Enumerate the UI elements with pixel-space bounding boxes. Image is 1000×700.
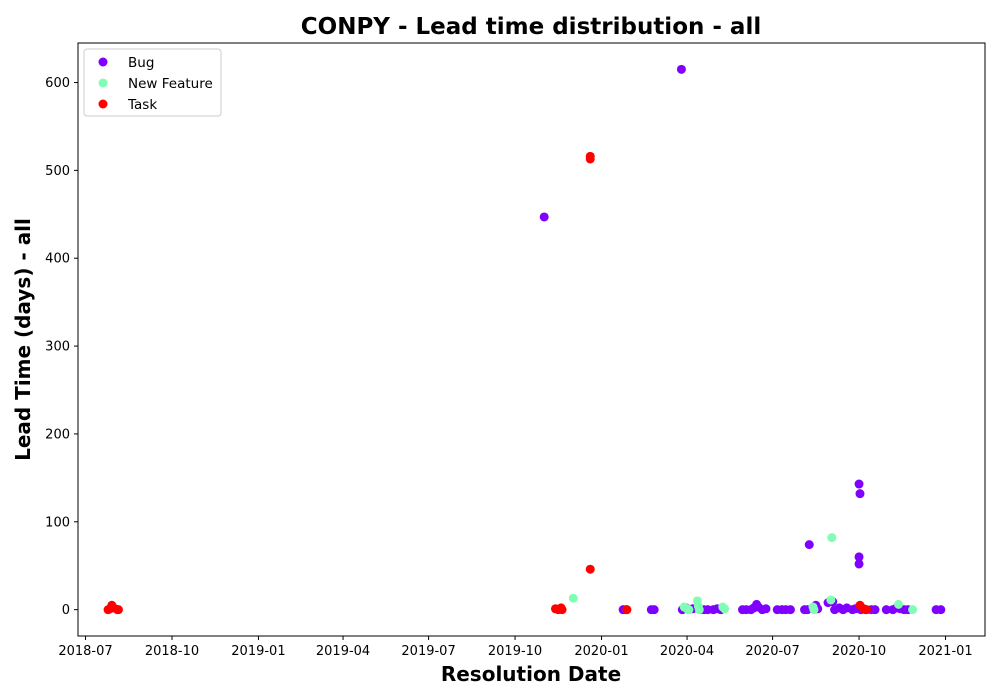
data-point-task	[862, 605, 872, 615]
x-tick-label: 2019-07	[401, 644, 455, 659]
series-new-feature	[568, 533, 918, 615]
data-point-new-feature	[568, 593, 578, 603]
y-tick-label: 200	[45, 427, 70, 442]
axes: 2018-07 2018-10 2019-01 2019-04 2019-07 2019-…	[45, 76, 973, 659]
data-point-bug	[539, 212, 549, 222]
legend-marker	[98, 57, 108, 67]
data-point-bug	[870, 605, 880, 615]
legend: Bug New Feature Task	[83, 48, 222, 117]
plot-area	[103, 64, 946, 615]
data-point-new-feature	[684, 605, 694, 615]
data-point-bug	[804, 540, 814, 550]
data-point-task	[585, 564, 595, 574]
data-point-new-feature	[827, 533, 837, 543]
data-point-bug	[676, 64, 686, 74]
x-tick-label: 2020-07	[745, 644, 799, 659]
series-task	[103, 151, 872, 615]
chart-title: CONPY - Lead time distribution - all	[301, 14, 761, 40]
legend-marker	[98, 78, 108, 88]
y-tick-label: 600	[45, 76, 70, 91]
x-tick-label: 2020-01	[574, 644, 628, 659]
y-tick-label: 400	[45, 252, 70, 267]
data-point-new-feature	[720, 604, 730, 614]
data-point-task	[557, 605, 567, 615]
data-point-bug	[649, 605, 659, 615]
legend-label: Task	[127, 97, 157, 113]
x-tick-label: 2019-01	[231, 644, 285, 659]
data-point-new-feature	[826, 595, 836, 605]
legend-label: Bug	[128, 55, 154, 71]
plot-frame	[77, 42, 986, 637]
legend-marker	[98, 99, 108, 109]
data-point-new-feature	[694, 605, 704, 615]
y-tick-label: 500	[45, 164, 70, 179]
data-point-task	[113, 605, 123, 615]
y-tick-label: 300	[45, 340, 70, 355]
data-point-bug	[854, 552, 864, 562]
data-point-bug	[761, 604, 771, 614]
x-axis-title: Resolution Date	[441, 662, 621, 686]
y-tick-label: 0	[62, 603, 70, 618]
data-point-task	[622, 605, 632, 615]
x-tick-label: 2020-04	[660, 644, 714, 659]
legend-label: New Feature	[128, 76, 213, 92]
x-tick-label: 2020-10	[832, 644, 886, 659]
x-tick-label: 2019-10	[488, 644, 542, 659]
data-point-new-feature	[894, 599, 904, 609]
x-tick-label: 2018-07	[58, 644, 112, 659]
y-tick-label: 100	[45, 515, 70, 530]
data-point-bug	[936, 605, 946, 615]
x-tick-label: 2021-01	[918, 644, 972, 659]
data-point-bug	[854, 479, 864, 489]
data-point-bug	[785, 605, 795, 615]
data-point-bug	[855, 489, 865, 499]
data-point-bug	[854, 559, 864, 569]
data-point-task	[585, 151, 595, 161]
x-tick-label: 2019-04	[316, 644, 370, 659]
x-tick-label: 2018-10	[145, 644, 199, 659]
legend-box	[83, 48, 222, 117]
data-point-bug	[881, 605, 891, 615]
data-point-new-feature	[809, 605, 819, 615]
y-axis-title: Lead Time (days) - all	[11, 218, 35, 461]
data-point-new-feature	[908, 605, 918, 615]
